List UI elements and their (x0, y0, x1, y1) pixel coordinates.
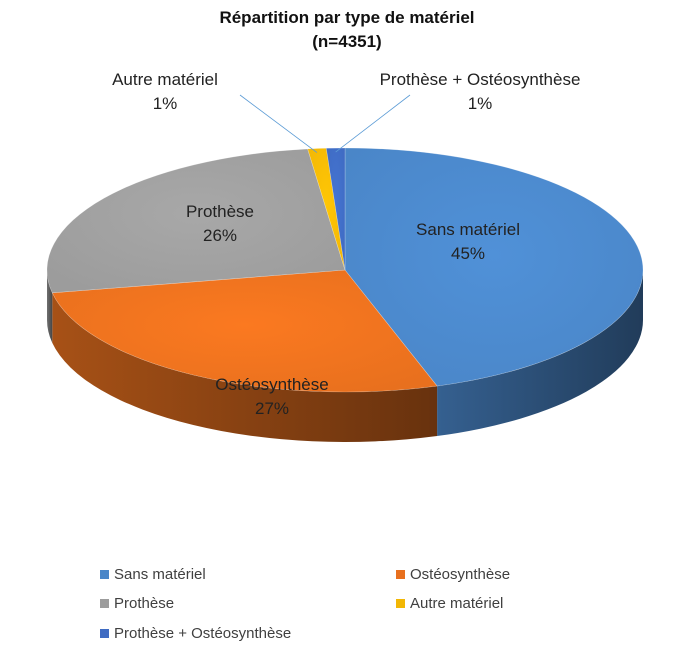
data-label-category: Ostéosynthèse (215, 375, 328, 394)
leader-line (335, 94, 411, 153)
data-label-value: 26% (203, 226, 237, 245)
chart-title: Répartition par type de matériel (n=4351… (0, 6, 694, 54)
pie-slice-Sans matériel (344, 147, 644, 387)
legend-label: Ostéosynthèse (410, 566, 511, 583)
pie-slice-Ostéosynthèse (51, 269, 438, 393)
data-label-value: 45% (451, 244, 485, 263)
pie-slice-Autre matériel (307, 147, 346, 271)
legend-swatch (100, 629, 109, 638)
pie-sides (47, 270, 643, 442)
data-labels: Sans matériel 45% Ostéosynthèse 27% Prothèse… (112, 70, 580, 418)
legend-swatch (100, 570, 109, 579)
legend-label: Sans matériel (114, 566, 206, 583)
legend-item-prothese-osteosynthese: Prothèse + Ostéosynthèse (100, 625, 291, 642)
data-label-category: Autre matériel (112, 70, 218, 89)
data-label-value: 1% (468, 94, 493, 113)
legend-item-sans-materiel: Sans matériel (100, 566, 206, 583)
data-label-value: 27% (255, 399, 289, 418)
pie-side-Prothèse (47, 270, 53, 343)
pie-side-Sans matériel (437, 270, 643, 437)
pie-side-Ostéosynthèse (52, 292, 438, 442)
pie-slices (46, 147, 644, 393)
legend-item-autre-materiel: Autre matériel (396, 595, 503, 612)
legend-label: Prothèse + Ostéosynthèse (114, 625, 292, 642)
pie-slice-Prothèse + Ostéosynthèse (325, 147, 346, 271)
data-label-value: 1% (153, 94, 178, 113)
legend-item-osteosynthese: Ostéosynthèse (396, 566, 510, 583)
legend-swatch (100, 599, 109, 608)
pie-chart: Sans matériel 45% Ostéosynthèse 27% Prothèse… (46, 70, 644, 442)
data-label-category: Prothèse (186, 202, 254, 221)
legend-swatch (396, 599, 405, 608)
leader-line (239, 94, 318, 153)
legend-label: Autre matériel (410, 595, 504, 612)
legend-swatch (396, 570, 405, 579)
chart-subtitle: (n=4351) (312, 32, 382, 51)
data-label-category: Prothèse + Ostéosynthèse (380, 70, 581, 89)
data-label-category: Sans matériel (416, 220, 520, 239)
legend-label: Prothèse (114, 595, 175, 612)
pie-slice-Prothèse (46, 148, 346, 294)
chart-title-line: Répartition par type de matériel (219, 8, 475, 27)
legend-item-prothese: Prothèse (100, 595, 174, 612)
